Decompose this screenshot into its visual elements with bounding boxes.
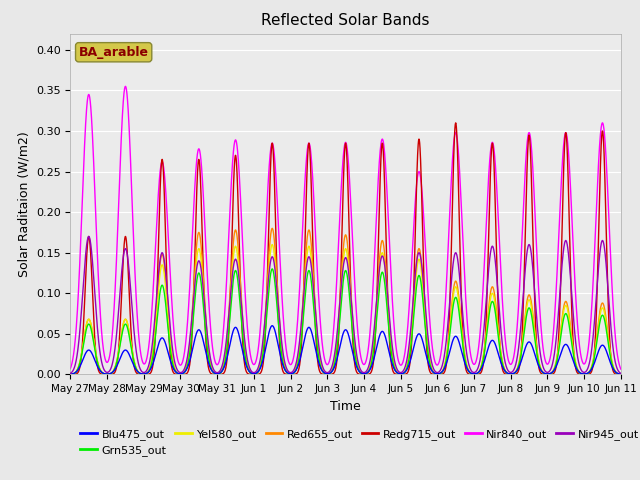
Redg715_out: [606, 345, 614, 350]
Yel580_out: [301, 269, 309, 275]
Redg715_out: [617, 372, 625, 377]
Red655_out: [547, 371, 555, 376]
Line: Nir945_out: Nir945_out: [70, 237, 621, 373]
Grn535_out: [606, 352, 614, 358]
Blu475_out: [547, 370, 555, 376]
Blu475_out: [301, 332, 309, 337]
Grn535_out: [162, 303, 170, 309]
Nir840_out: [129, 231, 137, 237]
Y-axis label: Solar Raditaion (W/m2): Solar Raditaion (W/m2): [17, 131, 30, 277]
Grn535_out: [67, 372, 74, 377]
Blu475_out: [617, 372, 625, 377]
Yel580_out: [547, 371, 555, 376]
Nir945_out: [85, 234, 93, 240]
Yel580_out: [162, 287, 170, 293]
Blu475_out: [67, 372, 74, 377]
Nir840_out: [301, 169, 309, 175]
Blu475_out: [606, 359, 614, 365]
Redg715_out: [547, 372, 555, 377]
Blu475_out: [268, 323, 276, 329]
Nir945_out: [129, 321, 137, 326]
Yel580_out: [129, 354, 137, 360]
Yel580_out: [617, 372, 625, 377]
Yel580_out: [278, 348, 285, 353]
Redg715_out: [67, 372, 74, 377]
Nir945_out: [67, 371, 74, 376]
Redg715_out: [452, 120, 460, 126]
Red655_out: [617, 372, 625, 377]
Grn535_out: [301, 288, 309, 294]
Yel580_out: [606, 350, 614, 356]
Line: Grn535_out: Grn535_out: [70, 269, 621, 374]
Redg715_out: [162, 242, 170, 248]
Line: Nir840_out: Nir840_out: [70, 86, 621, 369]
Nir840_out: [617, 366, 625, 372]
Nir840_out: [547, 351, 555, 357]
Nir840_out: [122, 84, 129, 89]
Line: Blu475_out: Blu475_out: [70, 326, 621, 374]
Nir945_out: [547, 366, 555, 372]
Nir840_out: [162, 192, 170, 198]
Line: Redg715_out: Redg715_out: [70, 123, 621, 374]
Nir945_out: [617, 371, 625, 376]
Red655_out: [268, 226, 276, 231]
Redg715_out: [301, 228, 309, 234]
Red655_out: [67, 372, 74, 377]
Yel580_out: [268, 242, 276, 248]
Red655_out: [278, 345, 285, 350]
Red655_out: [301, 256, 309, 262]
Nir840_out: [67, 366, 74, 372]
Blu475_out: [278, 358, 285, 364]
Line: Yel580_out: Yel580_out: [70, 245, 621, 374]
Redg715_out: [129, 357, 137, 362]
Red655_out: [129, 354, 137, 360]
Line: Red655_out: Red655_out: [70, 228, 621, 374]
Red655_out: [162, 279, 170, 285]
Legend: Blu475_out, Grn535_out, Yel580_out, Red655_out, Redg715_out, Nir840_out, Nir945_: Blu475_out, Grn535_out, Yel580_out, Red6…: [76, 424, 640, 460]
Redg715_out: [278, 362, 285, 368]
Title: Reflected Solar Bands: Reflected Solar Bands: [261, 13, 430, 28]
Nir840_out: [278, 288, 285, 294]
Nir945_out: [301, 272, 309, 278]
Nir945_out: [162, 274, 170, 279]
Grn535_out: [129, 355, 137, 361]
Blu475_out: [129, 361, 137, 367]
Nir945_out: [278, 339, 285, 345]
Grn535_out: [268, 266, 276, 272]
X-axis label: Time: Time: [330, 400, 361, 413]
Grn535_out: [617, 372, 625, 377]
Text: BA_arable: BA_arable: [79, 46, 148, 59]
Red655_out: [606, 348, 614, 354]
Yel580_out: [67, 372, 74, 377]
Blu475_out: [162, 342, 170, 348]
Nir945_out: [606, 315, 614, 321]
Grn535_out: [547, 371, 555, 376]
Nir840_out: [606, 244, 614, 250]
Grn535_out: [278, 352, 285, 358]
